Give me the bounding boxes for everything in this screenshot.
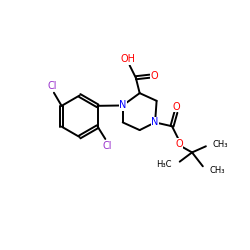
Text: O: O [172,102,180,112]
Text: Cl: Cl [102,141,112,151]
Text: CH₃: CH₃ [210,166,225,175]
Text: N: N [152,118,159,128]
Text: Cl: Cl [48,81,57,91]
Text: CH₃: CH₃ [213,140,228,149]
Text: H₃C: H₃C [156,160,172,169]
Text: O: O [175,139,183,149]
Text: N: N [119,100,126,110]
Text: O: O [150,71,158,81]
Text: OH: OH [120,54,136,64]
